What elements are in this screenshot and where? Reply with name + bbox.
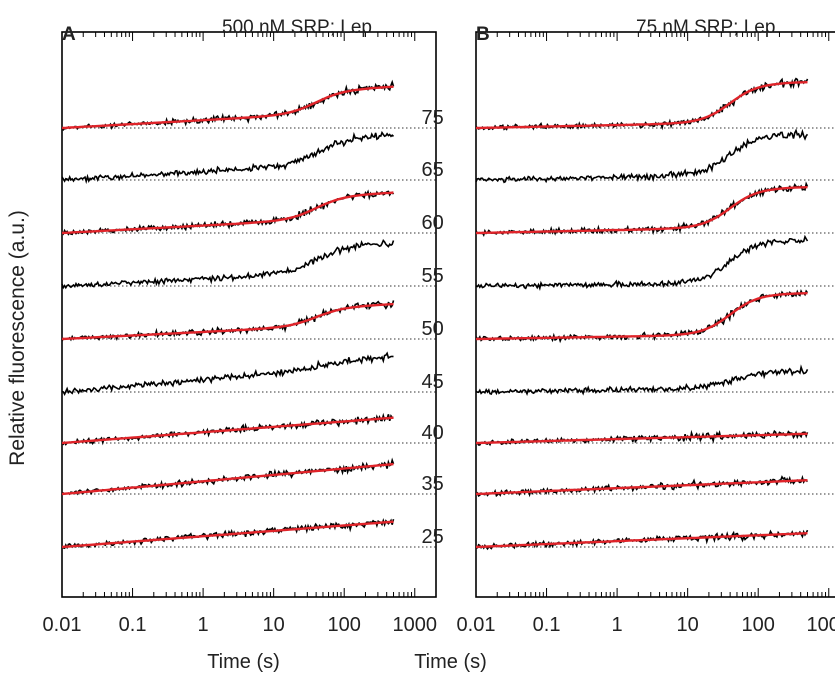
trace-label: 45 [422,371,444,393]
data-trace [475,181,809,238]
trace-label: 25 [422,526,444,548]
trace-label: 35 [422,473,444,495]
fit-curve [61,85,394,130]
x-tick-label: 1000 [393,614,438,636]
panel-label: B [476,24,490,45]
data-trace [475,364,809,397]
data-trace [475,128,809,184]
data-trace [61,239,395,290]
panel-title: 75 nM SRP; Lep [636,17,775,38]
fit-curve [475,81,808,130]
plot-frame [475,31,835,598]
fit-curve [475,186,808,235]
x-axis-label: Time (s) [414,651,487,673]
trace-label: 40 [422,422,444,444]
y-axis-label: Relative fluorescence (a.u.) [6,210,29,466]
fit-curve [61,462,394,496]
x-axis-label: Time (s) [207,651,280,673]
panel-a: 0.01 0.1 1 10 100 1000 Time (s) A 500 nM SRP; Le… [43,17,444,673]
trace-label: 50 [422,318,444,340]
fit-curve [61,416,394,445]
x-tick-label: 100 [742,614,775,636]
fit-curve [61,520,394,549]
x-tick-label: 10 [263,614,285,636]
trace-label: 65 [422,159,444,181]
x-tick-label: 0.1 [119,614,147,636]
data-trace [61,79,395,132]
panel-label: A [62,24,76,45]
x-tick-label: 1000 [807,614,835,636]
x-tick-label: 100 [328,614,361,636]
trace-label: 60 [422,212,444,234]
fit-curve [475,292,808,341]
x-tick-label: 0.01 [457,614,496,636]
fit-curve [475,532,808,549]
fit-curve [61,302,394,341]
trace-label: 75 [422,107,444,129]
x-tick-label: 0.1 [533,614,561,636]
data-trace [475,234,809,291]
fit-curve [475,432,808,445]
x-tick-label: 1 [612,614,623,636]
data-trace [475,77,809,131]
fit-curve [475,479,808,496]
x-tick-label: 10 [677,614,699,636]
fit-curve [61,191,394,235]
data-trace [61,300,395,342]
panel-title: 500 nM SRP; Lep [222,17,372,38]
data-trace [61,130,395,185]
x-tick-label: 0.01 [43,614,82,636]
trace-label: 55 [422,265,444,287]
panel-b: 0.01 0.1 1 10 100 1000 Time (s) B 75 nM SRP; Lep… [414,17,835,673]
data-trace [61,351,394,396]
plot-frame [61,31,437,598]
x-tick-label: 1 [198,614,209,636]
